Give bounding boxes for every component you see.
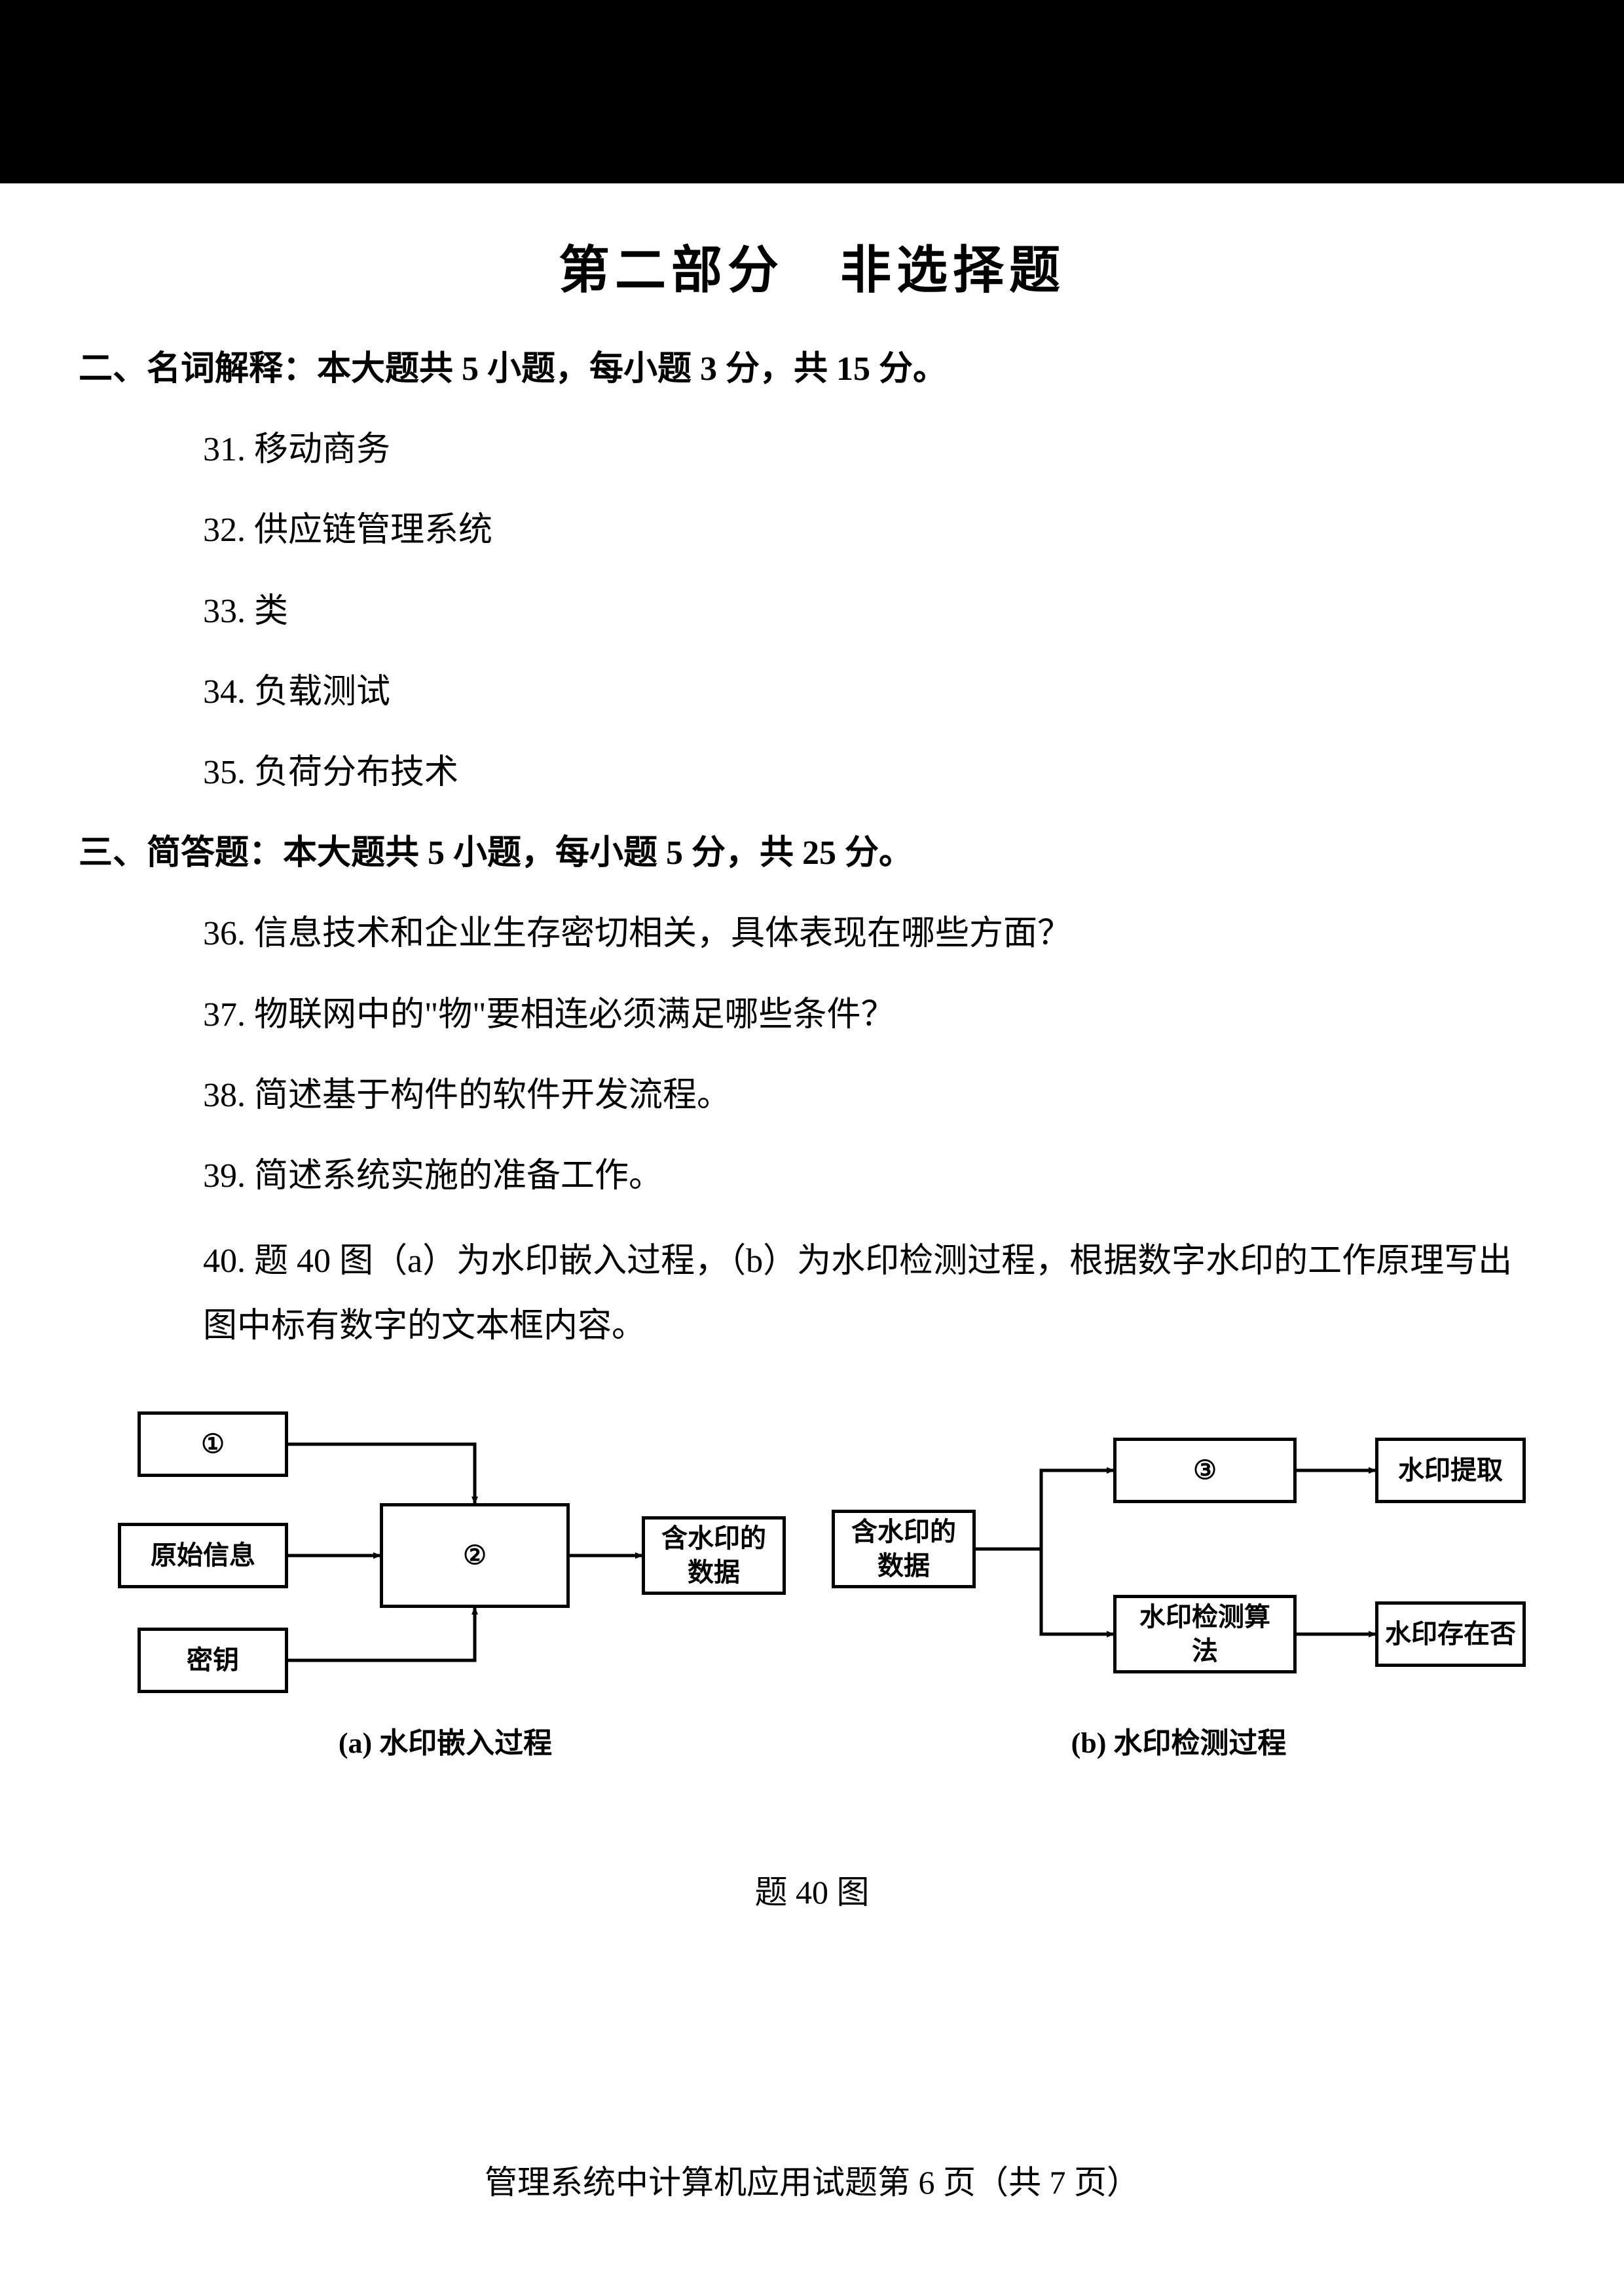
q38-text: 简述基于构件的软件开发流程。 [254, 1077, 731, 1114]
q40-text: 题 40 图（a）为水印嵌入过程，（b）为水印检测过程，根据数字水印的工作原理写… [203, 1242, 1512, 1345]
q36: 36. 信息技术和企业生存密切相关，具体表现在哪些方面？ [203, 906, 1545, 961]
q37-num: 37. [203, 996, 246, 1034]
q40-num: 40. [203, 1242, 246, 1280]
q35-text: 负荷分布技术 [254, 754, 458, 791]
q31-num: 31. [203, 431, 246, 468]
node-n_out: 含水印的数据 [642, 1516, 786, 1595]
figure-title: 题 40 图 [79, 1866, 1545, 1913]
edge-n_in-n_alg [1041, 1549, 1113, 1634]
diagrams-row: ①原始信息密钥②含水印的数据 含水印的数据③水印检测算法水印提取水印存在否 [79, 1411, 1545, 1687]
q36-num: 36. [203, 915, 246, 952]
q40: 40. 题 40 图（a）为水印嵌入过程，（b）为水印检测过程，根据数字水印的工… [203, 1229, 1545, 1359]
q33-num: 33. [203, 593, 246, 630]
page-content: 第二部分 非选择题 二、名词解释：本大题共 5 小题，每小题 3 分，共 15 … [0, 183, 1624, 1913]
section2-heading: 二、名词解释：本大题共 5 小题，每小题 3 分，共 15 分。 [79, 342, 1545, 396]
page-title: 第二部分 非选择题 [79, 229, 1545, 303]
q31-text: 移动商务 [254, 431, 390, 468]
q36-text: 信息技术和企业生存密切相关，具体表现在哪些方面？ [254, 915, 1071, 952]
section3-heading: 三、简答题：本大题共 5 小题，每小题 5 分，共 25 分。 [79, 826, 1545, 880]
diagram-b-caption: (b) 水印检测过程 [832, 1719, 1526, 1761]
q31: 31. 移动商务 [203, 422, 1545, 477]
node-n2: ② [380, 1503, 570, 1608]
q39-text: 简述系统实施的准备工作。 [254, 1157, 663, 1195]
q34-num: 34. [203, 673, 246, 711]
edge-n1-n2 [288, 1444, 475, 1503]
node-n_orig: 原始信息 [118, 1523, 288, 1588]
q33-text: 类 [254, 593, 288, 630]
q34-text: 负载测试 [254, 673, 390, 711]
edge-n_in-n3 [976, 1470, 1113, 1549]
q37-text: 物联网中的"物"要相连必须满足哪些条件？ [254, 996, 895, 1034]
q32: 32. 供应链管理系统 [203, 503, 1545, 557]
node-n_alg: 水印检测算法 [1113, 1595, 1297, 1673]
node-n3: ③ [1113, 1438, 1297, 1503]
page-footer: 管理系统中计算机应用试题第 6 页（共 7 页） [0, 2156, 1624, 2203]
header-blackbar [0, 0, 1624, 183]
node-n_in: 含水印的数据 [832, 1510, 976, 1588]
q33: 33. 类 [203, 584, 1545, 639]
q35-num: 35. [203, 754, 246, 791]
q38: 38. 简述基于构件的软件开发流程。 [203, 1068, 1545, 1123]
captions-row: (a) 水印嵌入过程 (b) 水印检测过程 [79, 1719, 1545, 1761]
q32-text: 供应链管理系统 [254, 512, 492, 549]
diagram-a-caption: (a) 水印嵌入过程 [98, 1719, 792, 1761]
q34: 34. 负载测试 [203, 665, 1545, 719]
q38-num: 38. [203, 1077, 246, 1114]
node-n_ext: 水印提取 [1375, 1438, 1526, 1503]
node-n_key: 密钥 [138, 1628, 288, 1693]
q37: 37. 物联网中的"物"要相连必须满足哪些条件？ [203, 988, 1545, 1042]
q32-num: 32. [203, 512, 246, 549]
q39: 39. 简述系统实施的准备工作。 [203, 1149, 1545, 1203]
diagram-a: ①原始信息密钥②含水印的数据 [98, 1411, 792, 1687]
diagram-b: 含水印的数据 ③ 水印检测算法 水印提取水印存在否 [832, 1411, 1526, 1687]
node-n1: ① [138, 1411, 288, 1477]
q39-num: 39. [203, 1157, 246, 1195]
edge-n_key-n2 [288, 1608, 475, 1660]
q35: 35. 负荷分布技术 [203, 745, 1545, 800]
node-n_exist: 水印存在否 [1375, 1601, 1526, 1667]
